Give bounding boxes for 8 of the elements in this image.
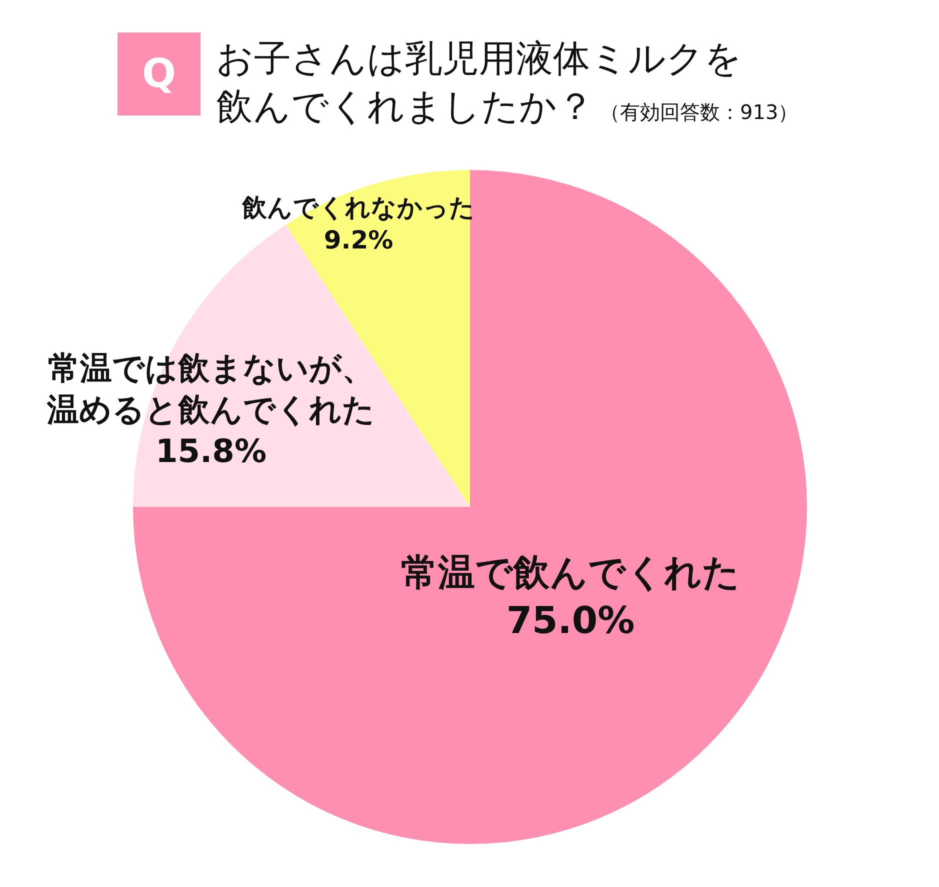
data-label: 9.2% <box>324 226 394 254</box>
slice-label: 飲んでくれなかった <box>241 193 475 222</box>
data-label: 75.0% <box>506 599 635 642</box>
chart-subtitle: （有効回答数：913） <box>600 100 798 124</box>
slice-label: 常温では飲まないが、温めると飲んでくれた <box>46 349 375 429</box>
data-label: 15.8% <box>155 432 267 470</box>
slice-label: 常温で飲んでくれた <box>401 551 740 594</box>
text: Q <box>142 51 176 97</box>
